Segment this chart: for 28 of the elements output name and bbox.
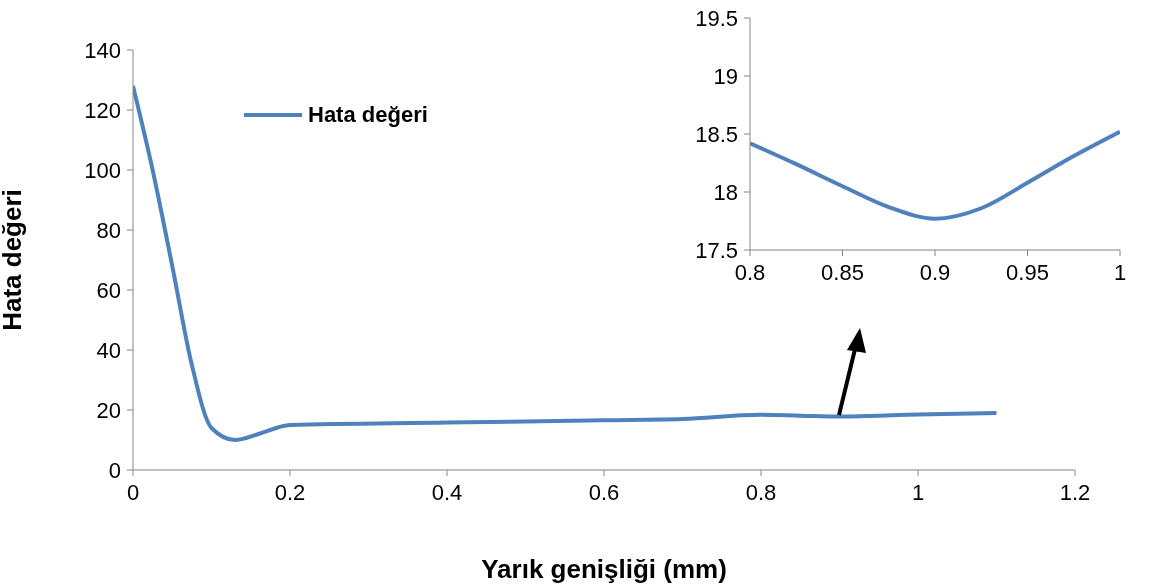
y-tick-label: 19.5 xyxy=(695,5,738,31)
x-axis-title: Yarık genişliği (mm) xyxy=(481,554,727,584)
y-tick-label: 60 xyxy=(96,277,121,303)
y-tick-label: 19 xyxy=(713,63,738,89)
x-tick-label: 0.85 xyxy=(821,259,864,285)
y-tick-label: 18.5 xyxy=(695,121,738,147)
y-tick-label: 20 xyxy=(96,397,121,423)
line-series xyxy=(750,129,1120,221)
x-tick-label: 0.9 xyxy=(919,259,951,285)
x-tick-label: 0.8 xyxy=(745,479,777,505)
y-axis-title: Hata değeri xyxy=(0,189,28,331)
x-tick-label: 0 xyxy=(126,479,140,505)
x-tick-label: 0.95 xyxy=(1006,259,1049,285)
y-tick-label: 120 xyxy=(84,97,121,123)
y-tick-label: 140 xyxy=(84,37,121,63)
x-tick-label: 1 xyxy=(1113,259,1127,285)
x-tick-label: 1 xyxy=(911,479,925,505)
y-tick-label: 80 xyxy=(96,217,121,243)
y-tick-label: 40 xyxy=(96,337,121,363)
x-tick-label: 0.2 xyxy=(274,479,306,505)
x-tick-label: 1.2 xyxy=(1059,479,1091,505)
y-tick-label: 18 xyxy=(713,179,738,205)
x-tick-label: 0.4 xyxy=(431,479,463,505)
x-tick-label: 0.6 xyxy=(588,479,620,505)
legend-label: Hata değeri xyxy=(308,102,428,128)
y-tick-label: 0 xyxy=(108,457,121,483)
line-series xyxy=(133,84,999,442)
y-tick-label: 100 xyxy=(84,157,121,183)
